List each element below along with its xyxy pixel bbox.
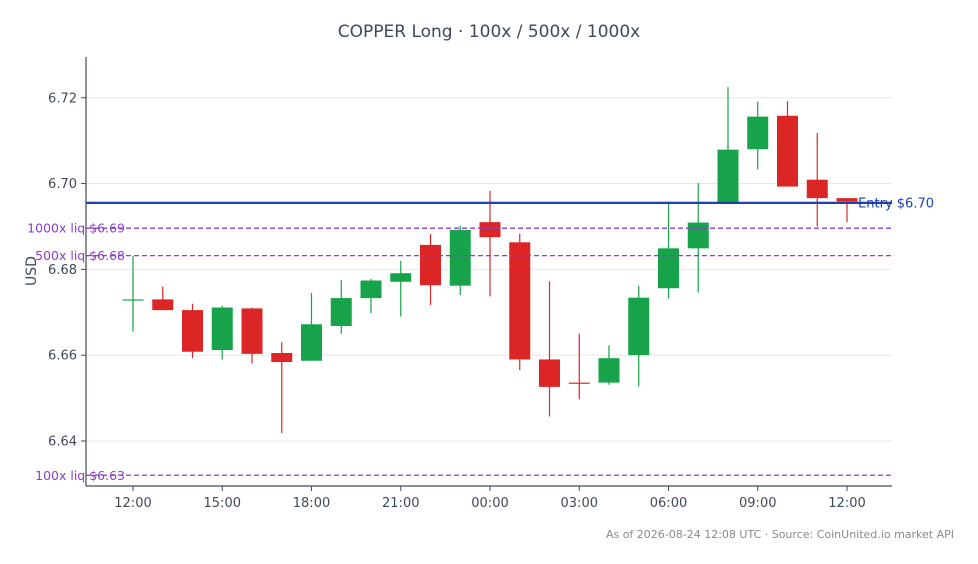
- candle-body: [479, 222, 501, 238]
- x-tick-label: 12:00: [828, 496, 865, 511]
- y-tick-label: 6.64: [48, 434, 77, 449]
- y-tick-label: 6.70: [48, 177, 77, 192]
- candle-down: [568, 333, 590, 400]
- liq-100x-label: 100x liq $6.63: [35, 468, 125, 483]
- candle-up: [390, 260, 412, 317]
- candle-up: [360, 278, 382, 314]
- candle-down: [241, 307, 263, 364]
- candle-body: [449, 229, 471, 286]
- candle-up: [211, 305, 233, 360]
- candle-body: [687, 222, 709, 249]
- candle-up: [747, 101, 769, 170]
- candle-down: [836, 198, 858, 223]
- candle-up: [687, 183, 709, 293]
- y-tick-label: 6.66: [48, 349, 77, 364]
- candle-body: [211, 307, 233, 351]
- x-tick-label: 03:00: [561, 496, 598, 511]
- x-tick-label: 18:00: [293, 496, 330, 511]
- candle-down: [509, 233, 531, 371]
- liq-1000x-label: 1000x liq $6.69: [27, 221, 125, 236]
- candle-body: [122, 299, 144, 301]
- x-tick-label: 06:00: [650, 496, 687, 511]
- candle-down: [271, 342, 293, 434]
- x-tick-label: 15:00: [204, 496, 241, 511]
- candle-body: [182, 310, 203, 352]
- candle-down: [539, 281, 560, 417]
- candle-body: [777, 115, 798, 187]
- candle-down: [777, 101, 798, 187]
- candle-body: [271, 353, 293, 363]
- entry-label: Entry $6.70: [858, 196, 934, 211]
- candle-up: [301, 292, 322, 361]
- y-axis-label: USD: [24, 256, 40, 286]
- y-axis-ticks: 6.64 6.66 6.68 6.70 6.72: [48, 91, 86, 449]
- chart-title: COPPER Long · 100x / 500x / 1000x: [338, 22, 640, 42]
- candle-up: [717, 87, 739, 203]
- x-tick-label: 00:00: [471, 496, 508, 511]
- candle-down: [420, 234, 441, 305]
- candle-down: [152, 286, 174, 311]
- candle-body: [539, 359, 560, 387]
- candle-body: [509, 242, 531, 360]
- candle-body: [152, 299, 174, 311]
- candle-down: [479, 190, 501, 297]
- candles-series: [122, 87, 858, 434]
- candle-body: [658, 248, 679, 289]
- x-tick-label: 12:00: [114, 496, 151, 511]
- x-tick-label: 21:00: [382, 496, 419, 511]
- candle-body: [717, 149, 739, 203]
- liq-500x-label: 500x liq $6.68: [35, 248, 125, 263]
- y-tick-label: 6.68: [48, 263, 77, 278]
- candle-up: [598, 345, 620, 385]
- candle-body: [747, 116, 769, 150]
- candle-body: [568, 382, 590, 384]
- x-axis-ticks: 12:00 15:00 18:00 21:00 00:00 03:00 06:00 09:00…: [114, 486, 866, 511]
- candle-up: [449, 225, 471, 296]
- candle-body: [360, 280, 382, 299]
- x-tick-label: 09:00: [739, 496, 776, 511]
- candle-up: [122, 256, 144, 332]
- candle-body: [628, 297, 650, 356]
- price-level-lines: Entry $6.70 1000x liq $6.69 500x liq $6.68…: [27, 196, 934, 482]
- candle-up: [330, 280, 352, 334]
- footer-note: As of 2026-08-24 12:08 UTC · Source: Coi…: [606, 528, 954, 541]
- grid-lines: [86, 97, 892, 442]
- candle-down: [806, 132, 828, 227]
- candle-body: [420, 244, 441, 286]
- candle-up: [658, 201, 679, 299]
- candle-body: [301, 324, 322, 361]
- candle-body: [598, 358, 620, 383]
- candle-body: [241, 308, 263, 354]
- candle-body: [836, 198, 858, 202]
- candle-body: [806, 179, 828, 199]
- candle-body: [330, 298, 352, 326]
- y-tick-label: 6.72: [48, 91, 77, 106]
- candle-body: [390, 273, 412, 282]
- candle-up: [628, 285, 650, 387]
- candle-down: [182, 303, 203, 359]
